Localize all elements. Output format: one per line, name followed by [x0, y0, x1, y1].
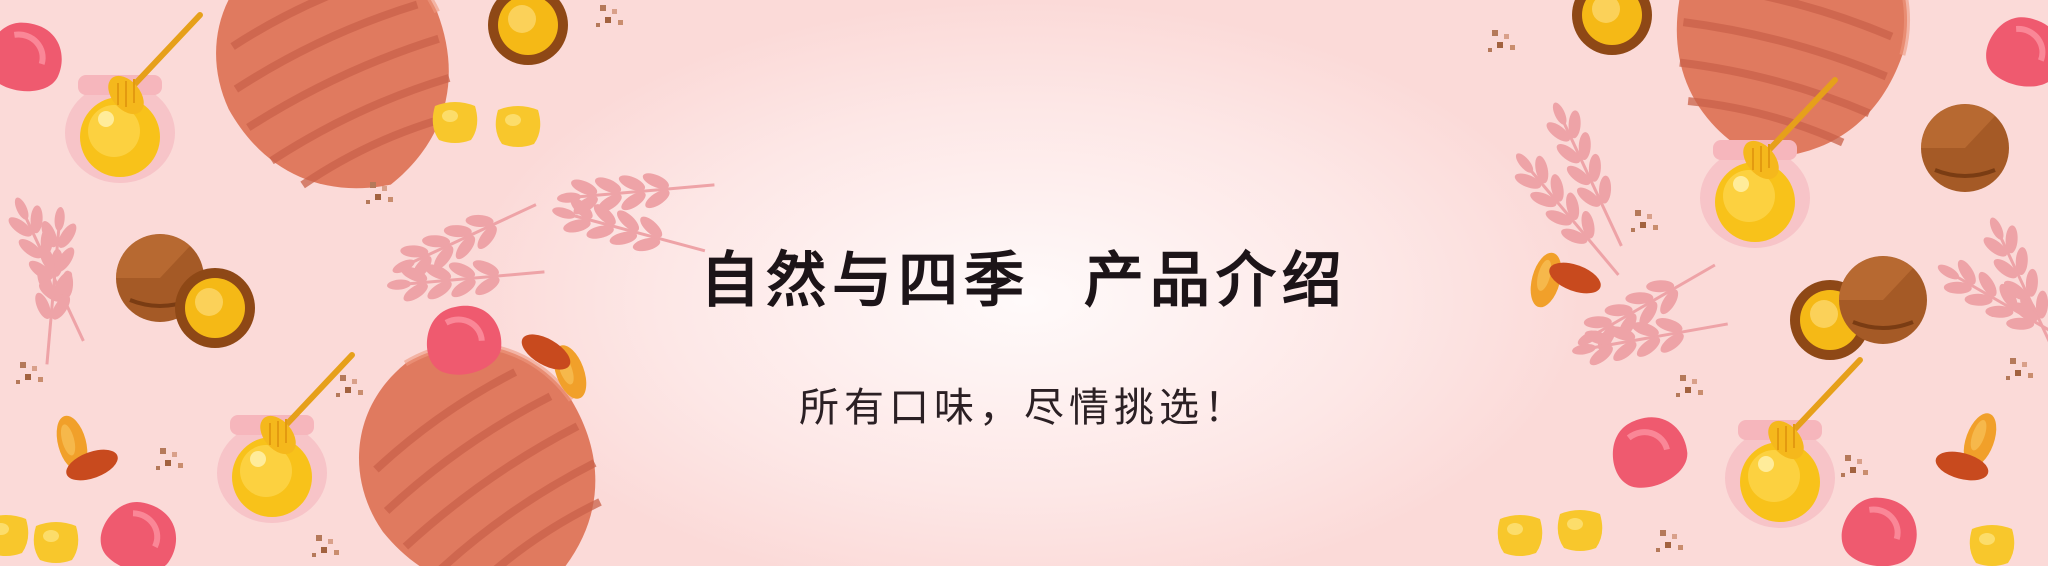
banner-title: 自然与四季 产品介绍 — [700, 246, 1348, 316]
banner-subtitle: 所有口味，尽情挑选！ — [799, 385, 1249, 431]
